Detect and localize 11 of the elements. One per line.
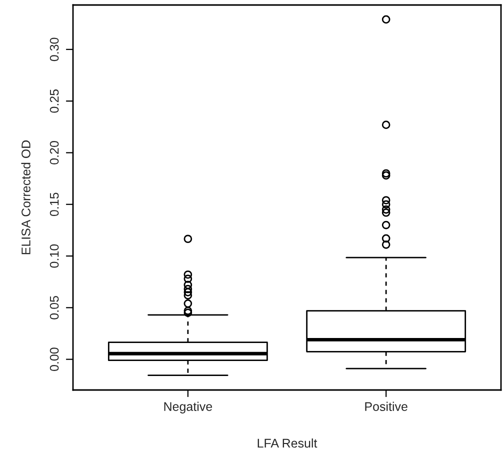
y-tick-label: 0.15: [50, 192, 59, 216]
y-tick-label: 0.05: [50, 296, 59, 320]
y-tick-label: 0.30: [50, 38, 59, 62]
x-tick-label: Positive: [365, 402, 408, 411]
y-tick-label: 0.10: [50, 244, 59, 268]
y-axis-title: ELISA Corrected OD: [21, 140, 30, 254]
x-axis-title: LFA Result: [258, 438, 318, 448]
x-tick-label: Negative: [164, 402, 212, 414]
y-tick-label: 0.25: [50, 89, 59, 113]
y-tick-label: 0.00: [50, 348, 59, 371]
y-tick-label: 0.20: [50, 141, 59, 164]
